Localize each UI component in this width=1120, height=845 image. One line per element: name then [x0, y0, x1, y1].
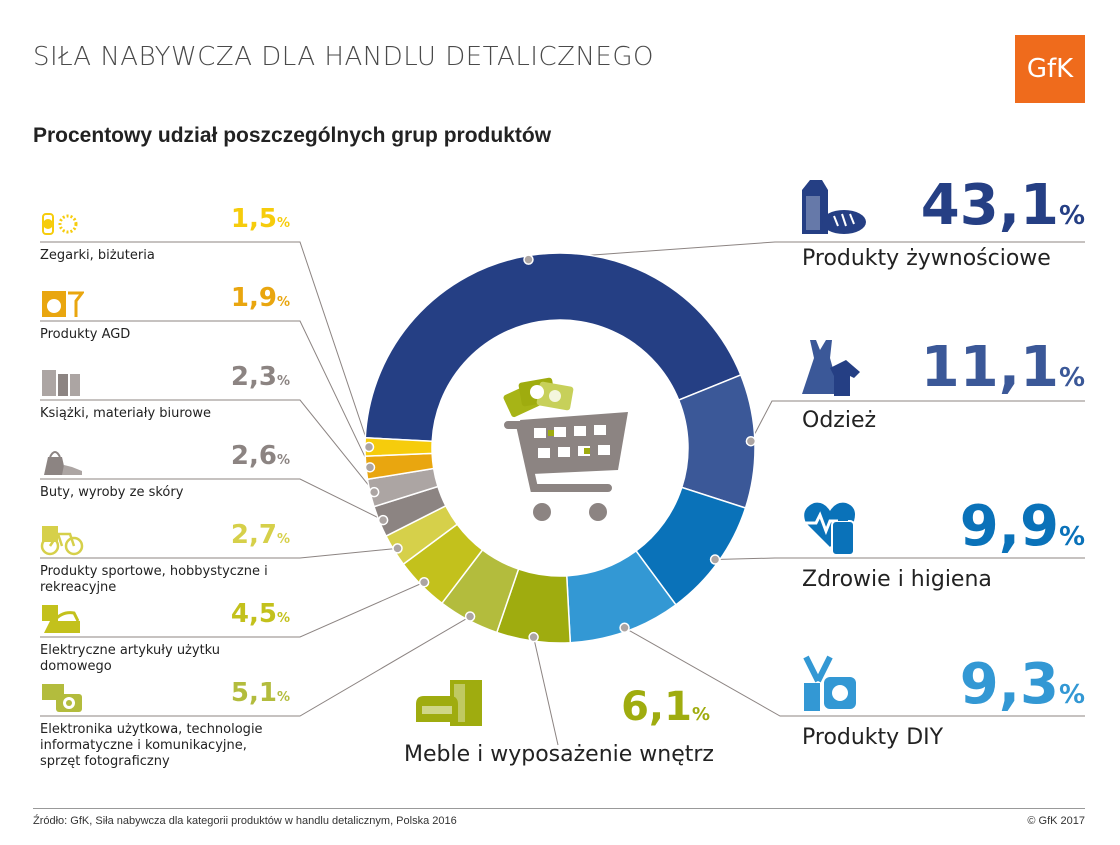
leader-electrical: [290, 581, 425, 638]
iron-icon: [40, 603, 84, 635]
value-label: 9,3%: [959, 652, 1085, 717]
value-label: 1,5%: [230, 204, 290, 234]
dot-sport: [392, 543, 403, 554]
category-label: Odzież: [802, 408, 877, 433]
furniture-icon: [414, 680, 484, 728]
leader-watches: [290, 241, 370, 448]
source-note: Źródło: GfK, Siła nabywcza dla kategorii…: [33, 815, 457, 827]
donut-slices: [364, 252, 756, 644]
value-label: 9,9%: [959, 494, 1085, 559]
category-label: Buty, wyroby ze skóry: [40, 485, 184, 500]
dot-electrical: [418, 576, 430, 588]
value-label: 2,3%: [230, 362, 290, 392]
washing-machine-icon: [40, 287, 85, 319]
dot-clothing: [745, 435, 757, 447]
value-label: 6,1%: [621, 684, 710, 730]
leader-furniture: [533, 637, 559, 746]
dress-shirt-icon: [800, 338, 866, 398]
page-title: SIŁA NABYWCZA DLA HANDLU DETALICZNEGO: [33, 42, 654, 72]
value-label: 5,1%: [230, 678, 290, 708]
category-label: Produkty AGD: [40, 327, 131, 342]
food-milk-bread-icon: [800, 176, 866, 236]
bicycle-icon: [40, 524, 84, 556]
shopping-cart-icon: [503, 377, 628, 521]
dot-health: [709, 554, 721, 565]
value-label: 2,7%: [230, 520, 290, 550]
dot-furniture: [528, 631, 539, 643]
category-label: Meble i wyposażenie wnętrz: [404, 742, 714, 767]
leader-dots: [363, 254, 757, 643]
category-label: Produkty żywnościowe: [802, 246, 1051, 271]
bag-shoe-icon: [40, 445, 84, 477]
camera-icon: [40, 682, 84, 714]
leader-agd: [290, 320, 371, 468]
value-label: 1,9%: [230, 283, 290, 313]
watch-icon: [40, 208, 84, 240]
leader-books: [290, 399, 375, 493]
books-icon: [40, 366, 84, 398]
category-label: Elektryczne artykuły użytku domowego: [40, 643, 221, 674]
category-furniture: 6,1% Meble i wyposażenie wnętrz: [404, 680, 714, 780]
value-label: 2,6%: [230, 441, 290, 471]
leader-health: [715, 557, 1085, 561]
category-label: Produkty sportowe, hobbystyczne i rekrea…: [40, 564, 268, 595]
leader-clothing: [750, 400, 1085, 442]
dot-food: [523, 254, 534, 265]
value-label: 4,5%: [230, 599, 290, 629]
heart-health-icon: [800, 497, 866, 557]
category-label: Produkty DIY: [802, 725, 944, 750]
dot-books: [368, 486, 380, 498]
dot-diy: [619, 622, 630, 634]
slice-food: [364, 252, 742, 443]
dot-shoes: [377, 514, 389, 526]
dot-electronics: [464, 611, 476, 622]
category-label: Zegarki, biżuteria: [40, 248, 155, 263]
footer-divider: [33, 808, 1085, 809]
value-label: 11,1%: [920, 335, 1085, 400]
dot-watches: [363, 441, 375, 453]
leader-lines: [40, 241, 1085, 746]
category-label: Książki, materiały biurowe: [40, 406, 212, 421]
dot-agd: [364, 462, 376, 473]
value-label: 43,1%: [920, 173, 1085, 238]
tools-tape-icon: [800, 655, 866, 715]
chart-subtitle: Procentowy udział poszczególnych grup pr…: [33, 124, 552, 147]
leader-sport: [290, 547, 398, 559]
gfk-logo: GfK: [1015, 35, 1085, 103]
slice-clothing: [677, 373, 756, 509]
leader-food: [528, 241, 1085, 261]
slice-watches: [364, 437, 433, 457]
copyright: © GfK 2017: [1027, 815, 1085, 827]
category-label: Elektronika użytkowa, technologie inform…: [40, 722, 263, 769]
leader-diy: [624, 627, 1085, 717]
category-label: Zdrowie i higiena: [802, 567, 992, 592]
